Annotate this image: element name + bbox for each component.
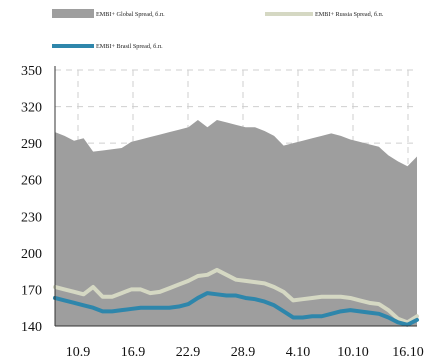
y-tick-label-230: 230	[21, 210, 42, 225]
legend-label-embi-brasil-spread: EMBI+ Brasil Spread, б.п.	[96, 43, 163, 50]
legend-label-embi-global-spread: EMBI+ Global Spread, б.п.	[96, 11, 165, 18]
x-tick-label-2: 22.9	[176, 345, 201, 360]
legend-label-embi-russia-spread: EMBI+ Russia Spread, б.п.	[315, 11, 384, 18]
series-area-embi-global-spread	[55, 119, 417, 326]
plot-area	[53, 119, 419, 327]
x-tick-label-4: 4.10	[286, 345, 311, 360]
y-tick-label-350: 350	[21, 64, 42, 79]
x-tick-label-6: 16.10	[392, 345, 424, 360]
x-tick-label-0: 10.9	[66, 345, 91, 360]
x-tick-label-5: 10.10	[337, 345, 369, 360]
y-tick-label-140: 140	[21, 320, 42, 335]
series-line-embi-brasil-spread	[53, 291, 419, 327]
legend: EMBI+ Global Spread, б.п. EMBI+ Russia Sp…	[52, 9, 384, 50]
y-tick-label-170: 170	[21, 283, 42, 298]
series-line-embi-russia-spread	[53, 267, 419, 325]
legend-swatch-embi-global-spread	[52, 9, 94, 18]
axes	[54, 66, 417, 327]
y-tick-label-260: 260	[21, 174, 42, 189]
x-tick-label-1: 16.9	[121, 345, 146, 360]
tick-labels: 140 170 200 230 260 290 320 350 10.9 16.9 22.9 28.9…	[21, 64, 424, 360]
y-tick-label-200: 200	[21, 247, 42, 262]
y-tick-label-290: 290	[21, 137, 42, 152]
x-tick-label-3: 28.9	[231, 345, 256, 360]
y-tick-label-320: 320	[21, 101, 42, 116]
